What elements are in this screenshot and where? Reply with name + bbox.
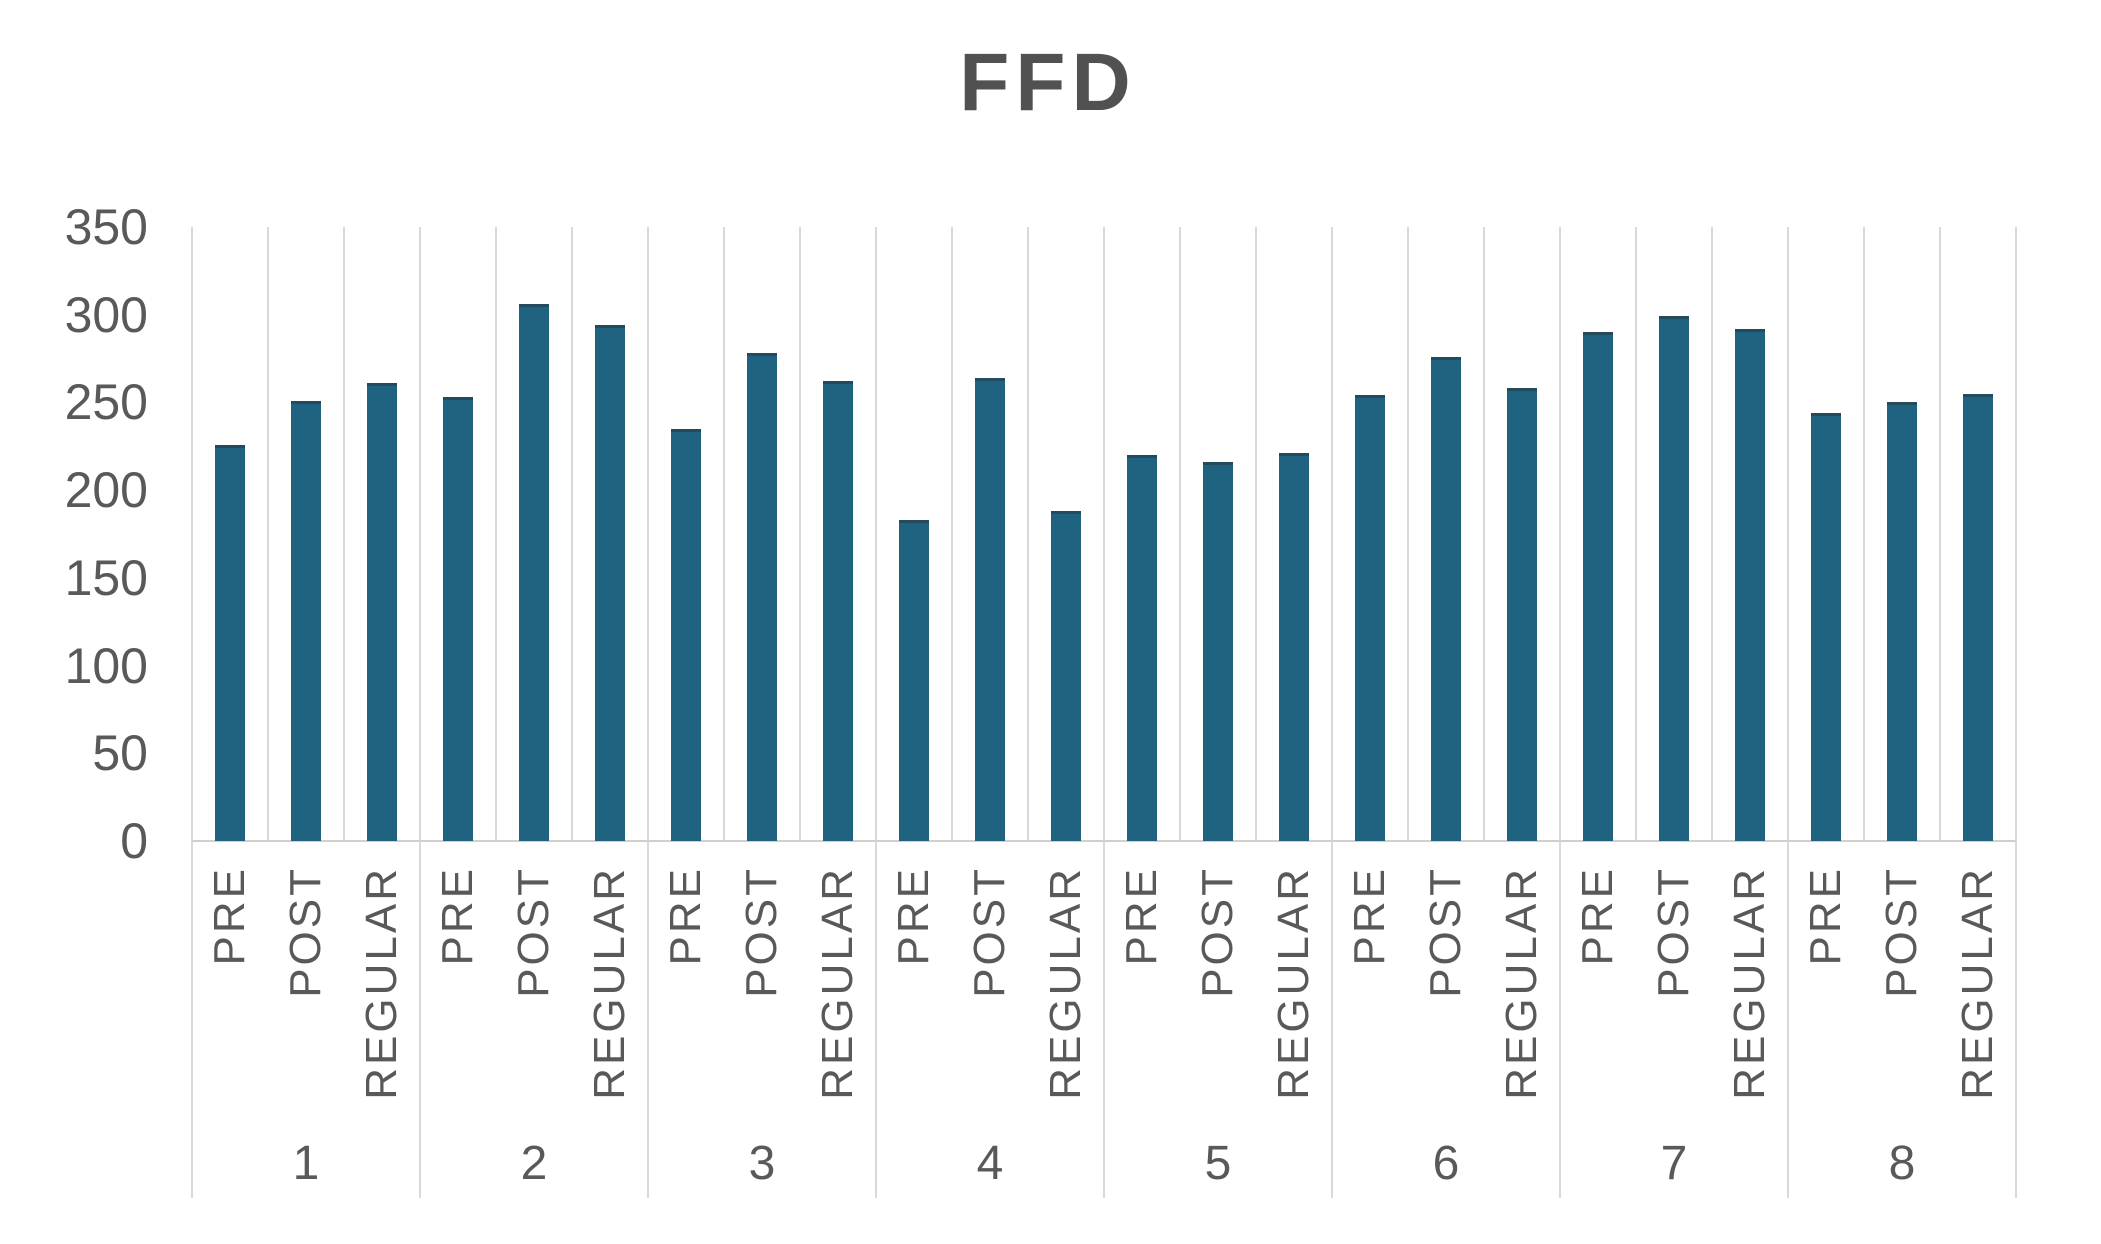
group-separator-line <box>191 841 193 1198</box>
bar-5-pre <box>1127 455 1157 841</box>
category-gridline <box>1863 227 1865 841</box>
bar-3-regular <box>823 381 853 841</box>
x-group-label: 4 <box>976 1137 1004 1190</box>
bar-4-pre <box>899 519 929 841</box>
category-gridline <box>875 227 877 841</box>
category-gridline <box>191 227 193 841</box>
bar-2-regular <box>595 325 625 841</box>
bar-3-pre <box>671 428 701 841</box>
y-tick-label: 350 <box>64 199 148 255</box>
y-tick-label: 150 <box>64 549 148 606</box>
bar-2-post <box>519 304 549 841</box>
bar-4-post <box>975 377 1005 841</box>
x-group-label: 8 <box>1888 1137 1916 1190</box>
bar-6-regular <box>1507 388 1537 841</box>
category-gridline <box>951 227 953 841</box>
category-gridline <box>2015 227 2017 841</box>
category-gridline <box>571 227 573 841</box>
bar-4-regular <box>1051 511 1081 841</box>
category-gridline <box>1103 227 1105 841</box>
bar-8-pre <box>1811 412 1841 841</box>
category-gridline <box>419 227 421 841</box>
bar-1-pre <box>215 444 245 841</box>
group-separator-line <box>1103 841 1105 1198</box>
category-gridline <box>1635 227 1637 841</box>
category-gridline <box>1407 227 1409 841</box>
category-gridline <box>1255 227 1257 841</box>
group-separator-line <box>1559 841 1561 1198</box>
bar-8-post <box>1887 402 1917 841</box>
x-group-label: 7 <box>1660 1137 1688 1190</box>
x-group-label: 3 <box>748 1137 776 1190</box>
bar-1-post <box>291 400 321 841</box>
category-gridline <box>1939 227 1941 841</box>
group-separator-line <box>419 841 421 1198</box>
category-gridline <box>1483 227 1485 841</box>
x-group-label: 5 <box>1204 1137 1232 1190</box>
category-gridline <box>1331 227 1333 841</box>
bar-1-regular <box>367 383 397 841</box>
chart-title: FFD <box>959 37 1137 128</box>
bar-7-pre <box>1583 332 1613 841</box>
category-gridline <box>1179 227 1181 841</box>
y-tick-label: 250 <box>64 374 148 431</box>
x-group-label: 6 <box>1432 1137 1460 1190</box>
x-group-label: 2 <box>520 1137 548 1190</box>
category-gridline <box>267 227 269 841</box>
y-tick-label: 0 <box>120 813 148 869</box>
category-gridline <box>799 227 801 841</box>
y-tick-label: 50 <box>92 725 148 782</box>
bar-6-pre <box>1355 395 1385 841</box>
bar-6-post <box>1431 356 1461 841</box>
x-group-label: 1 <box>292 1137 320 1190</box>
y-tick-label: 200 <box>64 462 148 519</box>
category-gridline <box>1711 227 1713 841</box>
category-gridline <box>723 227 725 841</box>
bar-7-regular <box>1735 328 1765 841</box>
category-gridline <box>1027 227 1029 841</box>
category-gridline <box>1559 227 1561 841</box>
category-gridline <box>1787 227 1789 841</box>
y-tick-label: 300 <box>64 286 148 343</box>
bar-5-post <box>1203 462 1233 841</box>
group-separator-line <box>1787 841 1789 1198</box>
group-separator-line <box>875 841 877 1198</box>
bar-2-pre <box>443 397 473 841</box>
group-separator-line <box>1331 841 1333 1198</box>
bar-5-regular <box>1279 453 1309 841</box>
bar-7-post <box>1659 316 1689 841</box>
category-gridline <box>647 227 649 841</box>
group-separator-line <box>2015 841 2017 1198</box>
bar-8-regular <box>1963 393 1993 841</box>
group-separator-line <box>647 841 649 1198</box>
category-gridline <box>495 227 497 841</box>
bar-3-post <box>747 353 777 841</box>
category-gridline <box>343 227 345 841</box>
y-tick-label: 100 <box>64 637 148 694</box>
